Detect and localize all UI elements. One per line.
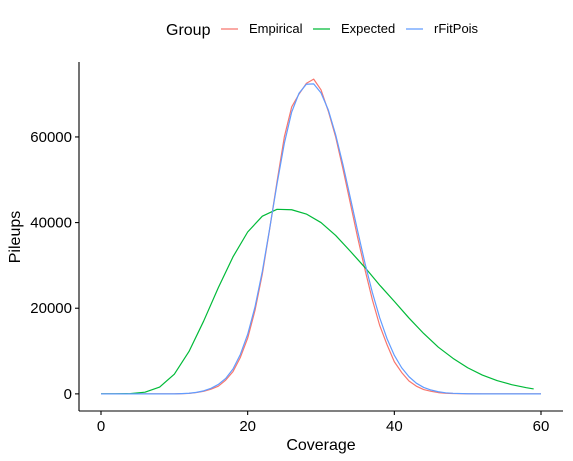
series-line-expected — [100, 208, 534, 395]
y-tick-label: 20000 — [30, 300, 72, 317]
x-axis-title: Coverage — [286, 437, 355, 454]
y-axis-title: Pileups — [7, 211, 24, 263]
legend-label-expected: Expected — [341, 21, 395, 36]
legend-label-empirical: Empirical — [249, 21, 303, 36]
series-line-empirical — [101, 78, 541, 395]
legend-title: Group — [166, 22, 211, 39]
x-tick-label: 60 — [533, 418, 550, 435]
y-axis-ticks: 0 20000 40000 60000 — [30, 129, 79, 403]
y-tick-label: 40000 — [30, 215, 72, 232]
legend: Group Empirical Expected rFitPois — [166, 21, 479, 39]
y-tick-label: 60000 — [30, 129, 72, 146]
x-axis-ticks: 0 20 40 60 — [97, 411, 550, 435]
series-line-rfitpois — [101, 83, 541, 395]
plot-area: 0 20 40 60 0 20000 40000 60000 — [30, 62, 563, 435]
x-tick-label: 0 — [97, 418, 105, 435]
legend-label-rfitpois: rFitPois — [434, 21, 479, 36]
x-tick-label: 20 — [239, 418, 256, 435]
x-tick-label: 40 — [386, 418, 403, 435]
y-tick-label: 0 — [64, 386, 72, 403]
